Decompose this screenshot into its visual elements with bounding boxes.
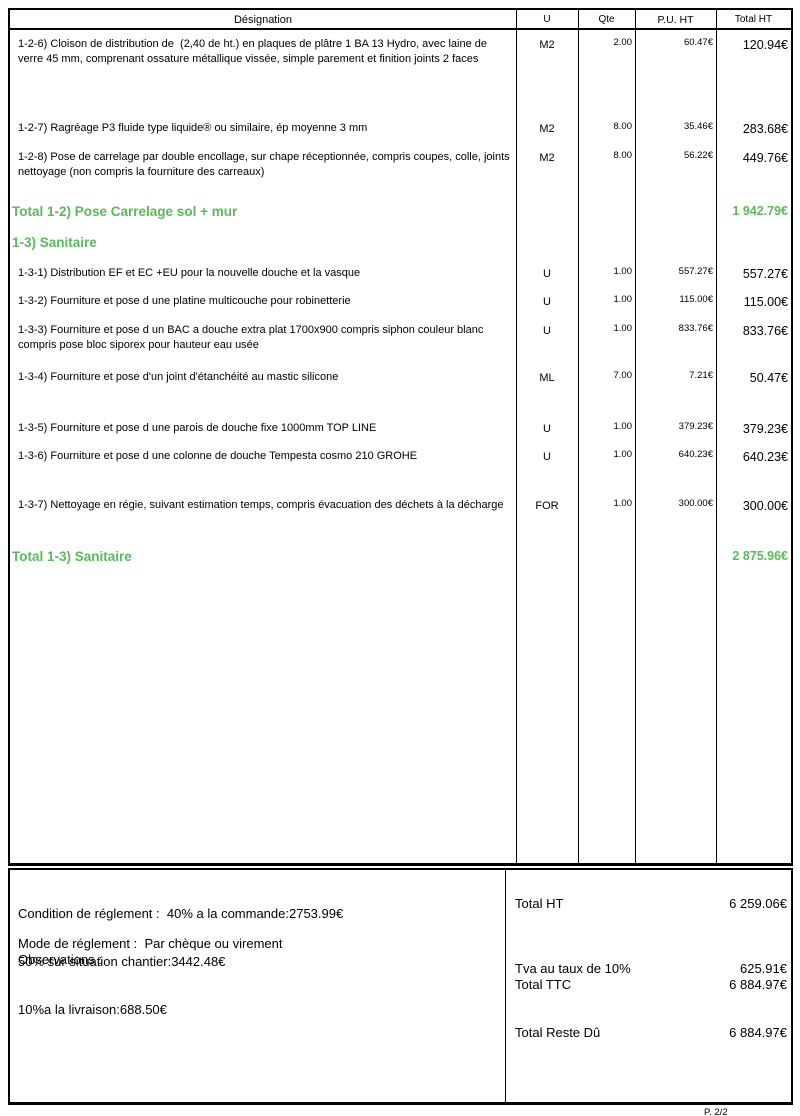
payment-conditions: Condition de réglement : 40% a la comman… <box>18 874 498 1050</box>
observations-label: Observations : <box>18 952 102 967</box>
unit-price-cell: 56.22€ <box>683 150 713 161</box>
qty-cell: 8.00 <box>613 121 633 132</box>
total-ht-value: 6 259.06€ <box>729 896 787 911</box>
designation-cell: 1-3-4) Fourniture et pose d'un joint d'é… <box>18 371 339 383</box>
footer-divider <box>505 870 506 1102</box>
qty-cell: 1.00 <box>613 266 633 277</box>
unit-price-cell: 7.21€ <box>689 370 713 381</box>
total-cell: 50.47€ <box>749 371 788 385</box>
unit-cell: U <box>543 268 551 280</box>
unit-cell: U <box>543 296 551 308</box>
column-header-qty: Qte <box>598 14 615 25</box>
unit-cell: U <box>543 423 551 435</box>
tva-value: 625.91€ <box>740 961 787 976</box>
section-header-label: 1-3) Sanitaire <box>12 235 97 250</box>
total-ttc-value: 6 884.97€ <box>729 977 787 992</box>
footer-summary: Condition de réglement : 40% a la comman… <box>8 868 793 1105</box>
designation-cell: 1-2-6) Cloison de distribution de (2,40 … <box>18 38 491 65</box>
designation-cell: 1-3-5) Fourniture et pose d une parois d… <box>18 422 377 434</box>
section-total-label: Total 1-2) Pose Carrelage sol + mur <box>12 204 238 219</box>
column-divider <box>578 10 579 863</box>
column-header-total: Total HT <box>734 14 773 25</box>
qty-cell: 1.00 <box>613 449 633 460</box>
unit-cell: U <box>543 325 551 337</box>
total-cell: 833.76€ <box>742 324 788 338</box>
items-table: Désignation U Qte P.U. HT Total HT 1-2-6… <box>8 8 793 866</box>
qty-cell: 1.00 <box>613 323 633 334</box>
section-total-label: Total 1-3) Sanitaire <box>12 549 132 564</box>
condition-line: Condition de réglement : 40% a la comman… <box>18 906 344 921</box>
unit-price-cell: 60.47€ <box>683 37 713 48</box>
total-cell: 449.76€ <box>742 151 788 165</box>
column-divider <box>716 10 717 863</box>
total-reste-du-value: 6 884.97€ <box>729 1025 787 1040</box>
total-cell: 640.23€ <box>742 450 788 464</box>
unit-price-cell: 557.27€ <box>678 266 713 277</box>
qty-cell: 1.00 <box>613 421 633 432</box>
designation-cell: 1-2-7) Ragréage P3 fluide type liquide® … <box>18 122 368 134</box>
unit-cell: FOR <box>535 500 559 512</box>
unit-price-cell: 115.00€ <box>679 294 713 305</box>
total-ht-label: Total HT <box>515 896 564 911</box>
unit-cell: ML <box>539 372 555 384</box>
total-reste-du-label: Total Reste Dû <box>515 1025 601 1040</box>
qty-cell: 1.00 <box>613 498 633 509</box>
payment-mode: Mode de réglement : Par chèque ou vireme… <box>18 936 283 951</box>
qty-cell: 1.00 <box>613 294 633 305</box>
section-total-value: 2 875.96€ <box>732 549 788 563</box>
tva-row: Tva au taux de 10% 625.91€ <box>515 961 787 976</box>
unit-cell: M2 <box>539 152 555 164</box>
unit-cell: U <box>543 451 551 463</box>
condition-line: 50% sur situation chantier:3442.48€ <box>18 954 226 969</box>
qty-cell: 2.00 <box>613 37 633 48</box>
qty-cell: 7.00 <box>613 370 633 381</box>
unit-cell: M2 <box>539 123 555 135</box>
total-cell: 283.68€ <box>742 122 788 136</box>
total-cell: 120.94€ <box>742 38 788 52</box>
tva-label: Tva au taux de 10% <box>515 961 631 976</box>
total-cell: 557.27€ <box>742 267 788 281</box>
unit-price-cell: 640.23€ <box>678 449 713 460</box>
column-header-unit-price: P.U. HT <box>657 14 694 26</box>
total-reste-du-row: Total Reste Dû 6 884.97€ <box>515 1025 787 1040</box>
total-ttc-label: Total TTC <box>515 977 572 992</box>
designation-cell: 1-3-6) Fourniture et pose d une colonne … <box>18 450 418 462</box>
designation-cell: 1-2-8) Pose de carrelage par double enco… <box>18 151 513 178</box>
total-ttc-row: Total TTC 6 884.97€ <box>515 977 787 992</box>
table-header-row: Désignation U Qte P.U. HT Total HT <box>10 10 791 30</box>
column-divider <box>516 10 517 863</box>
unit-price-cell: 300.00€ <box>678 498 713 509</box>
designation-cell: 1-3-3) Fourniture et pose d un BAC a dou… <box>18 324 490 351</box>
total-cell: 300.00€ <box>742 499 788 513</box>
designation-cell: 1-3-1) Distribution EF et EC +EU pour la… <box>18 267 361 279</box>
total-cell: 115.00€ <box>743 295 788 309</box>
column-divider <box>635 10 636 863</box>
designation-cell: 1-3-2) Fourniture et pose d une platine … <box>18 295 351 307</box>
designation-cell: 1-3-7) Nettoyage en régie, suivant estim… <box>18 499 504 511</box>
unit-price-cell: 379.23€ <box>678 421 713 432</box>
total-cell: 379.23€ <box>742 422 788 436</box>
unit-cell: M2 <box>539 39 555 51</box>
column-header-designation: Désignation <box>233 14 293 26</box>
page-number: P. 2/2 <box>704 1107 728 1116</box>
unit-price-cell: 35.46€ <box>683 121 713 132</box>
condition-line: 10%a la livraison:688.50€ <box>18 1002 167 1017</box>
section-total-value: 1 942.79€ <box>732 204 788 218</box>
unit-price-cell: 833.76€ <box>678 323 713 334</box>
total-ht-row: Total HT 6 259.06€ <box>515 896 787 911</box>
column-header-unit: U <box>543 14 551 25</box>
qty-cell: 8.00 <box>613 150 633 161</box>
